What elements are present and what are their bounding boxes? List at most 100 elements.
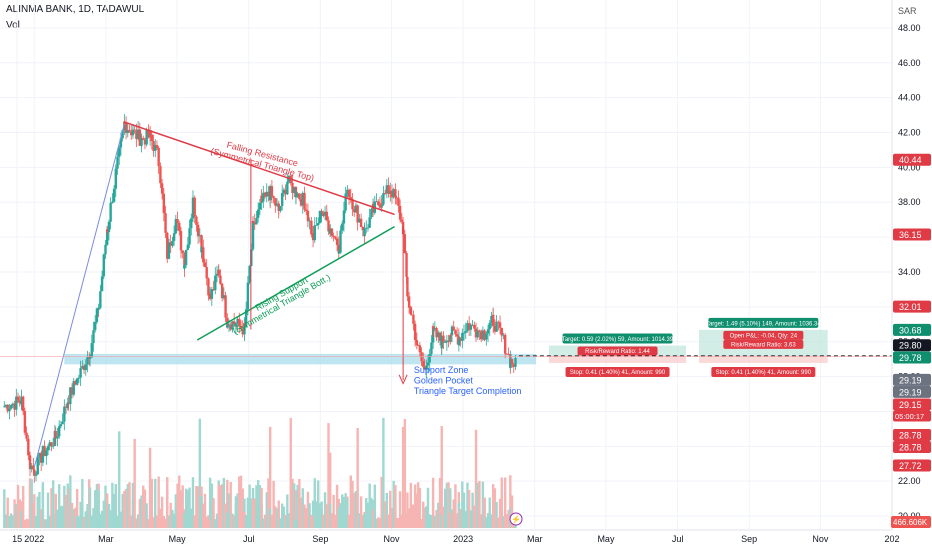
volume-bar (354, 505, 358, 528)
candle-body (106, 229, 109, 233)
candle-body (88, 357, 92, 359)
candle-body (437, 332, 440, 338)
candle-body (25, 432, 28, 439)
candle-body (280, 193, 284, 206)
candle-body (217, 269, 220, 276)
volume-bar (438, 477, 442, 528)
candle-body (325, 211, 328, 221)
volume-bar (102, 500, 105, 528)
volume-bar (15, 503, 18, 528)
candle-body (253, 222, 256, 225)
volume-bar (99, 513, 102, 528)
candle-body (157, 147, 160, 163)
candle-body (191, 205, 195, 219)
volume-bar (190, 508, 193, 528)
candle-body (200, 247, 203, 253)
candle-body (334, 236, 337, 239)
volume-bar (280, 503, 284, 528)
candle-body (16, 396, 20, 401)
volume-bar (304, 508, 308, 528)
candle-body (152, 141, 155, 151)
candle-body (322, 213, 325, 216)
candle-body (426, 362, 430, 366)
candle-body (123, 121, 126, 131)
candle-body (366, 227, 370, 229)
candle-body (145, 129, 148, 145)
candle-body (433, 328, 437, 330)
candle-body (337, 252, 340, 254)
candle-body (183, 253, 186, 269)
candle-body (282, 189, 286, 194)
volume-bar (169, 502, 172, 528)
candle-body (131, 129, 135, 135)
candle-body (275, 203, 279, 206)
volume-bar (174, 494, 178, 528)
price-tag (893, 398, 931, 411)
volume-bar (262, 518, 265, 528)
volume-bar (191, 518, 195, 528)
volume-bar (232, 515, 236, 528)
volume-bar (497, 517, 500, 528)
candle-body (311, 233, 315, 241)
volume-bar (473, 505, 476, 528)
candle-body (303, 192, 306, 203)
volume-bar (258, 485, 262, 528)
volume-bar (86, 504, 89, 528)
volume-bar (400, 514, 404, 528)
candle-body (167, 242, 171, 259)
candle-body (188, 228, 191, 245)
volume-bar (239, 475, 243, 528)
candle-body (486, 329, 490, 334)
candle-body (3, 406, 6, 408)
candle-body (418, 345, 422, 353)
volume-bar (311, 500, 315, 528)
volume-bar (6, 497, 9, 528)
volume-bar (159, 508, 162, 528)
candle-body (208, 294, 212, 299)
candle-body (449, 335, 452, 337)
volume-bar (208, 519, 212, 528)
volume-bar (461, 481, 464, 528)
down-arrow-icon (398, 374, 408, 385)
candle-body (74, 381, 77, 385)
candle-body (33, 469, 36, 476)
candle-body (246, 282, 250, 310)
volume-bar (195, 486, 198, 528)
volume-bar (238, 476, 241, 528)
position-1-loss-area (548, 355, 687, 363)
candle-body (9, 405, 13, 409)
candle-body (440, 335, 443, 349)
candle-body (244, 309, 248, 327)
candle-body (358, 218, 361, 223)
candle-body (351, 199, 354, 210)
candle-body (505, 353, 509, 355)
position-1-target-text: Target: 0.59 (2.02%) 59, Amount: 1014.39 (562, 337, 674, 343)
volume-bar (263, 514, 267, 528)
candle-body (183, 264, 186, 269)
volume-bar (16, 484, 20, 528)
candle-body (270, 186, 274, 197)
volume-bar (248, 484, 251, 528)
volume-bar (11, 515, 15, 528)
volume-bar (193, 515, 196, 528)
volume-bar (186, 489, 190, 528)
candle-body (410, 314, 413, 316)
candle-body (286, 183, 289, 195)
volume-bar (231, 513, 234, 528)
volume-bar (126, 484, 129, 528)
volume-bar (50, 488, 53, 528)
volume-bar (449, 512, 452, 528)
support-zone (64, 353, 537, 365)
volume-bar (317, 480, 320, 528)
candle-body (90, 343, 93, 358)
candle-body (294, 196, 298, 198)
price-tag-label: 32.01 (899, 302, 922, 312)
candle-body (454, 330, 457, 335)
x-tick-label: Nov (812, 534, 829, 544)
volume-bar (67, 489, 70, 528)
rising-support-line (196, 225, 395, 341)
candle-body (479, 331, 483, 340)
volume-bar (109, 510, 112, 528)
volume-bar (214, 519, 217, 528)
